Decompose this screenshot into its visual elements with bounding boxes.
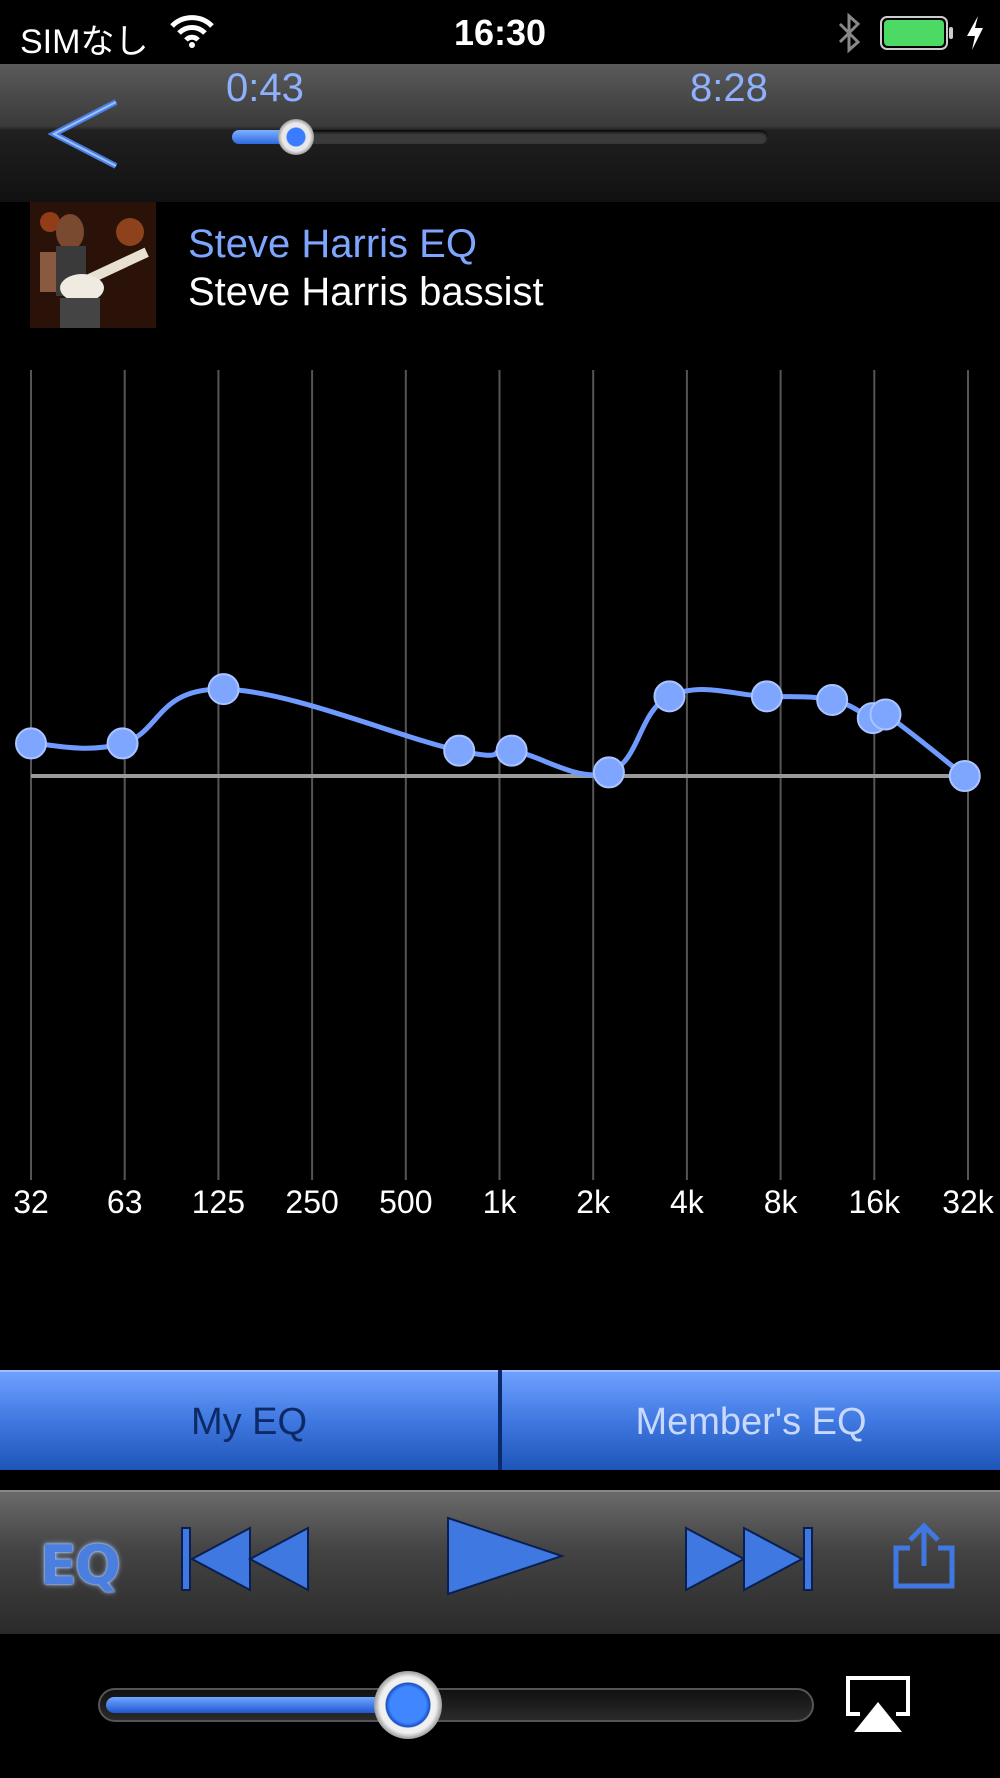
tick-label-16k: 16k [849, 1184, 902, 1220]
volume-slider[interactable] [98, 1671, 814, 1739]
eq-source-segment: My EQ Member's EQ [0, 1370, 1000, 1470]
player-controls: EQ [0, 1490, 1000, 1634]
airplay-icon[interactable] [844, 1674, 912, 1734]
tick-label-32: 32 [13, 1184, 49, 1220]
share-icon[interactable] [892, 1520, 956, 1590]
eq-button[interactable]: EQ [40, 1534, 121, 1597]
eq-chart[interactable]: 32 63 125 250 500 1k 2k 4k 8k 16k 32k [0, 360, 1000, 1240]
seek-thumb[interactable] [277, 119, 314, 155]
elapsed-time: 0:43 [226, 66, 304, 110]
back-arrow-icon[interactable] [44, 94, 124, 174]
eq-point-10[interactable] [869, 698, 902, 731]
eq-point-11[interactable] [948, 760, 981, 792]
next-icon[interactable] [682, 1522, 818, 1596]
eq-point-1[interactable] [106, 727, 139, 760]
seek-slider[interactable] [232, 119, 768, 155]
track-title: Steve Harris EQ [188, 222, 477, 266]
previous-icon[interactable] [178, 1522, 314, 1596]
track-artist: Steve Harris bassist [188, 270, 544, 314]
tick-label-2k: 2k [576, 1184, 611, 1220]
tick-label-4k: 4k [670, 1184, 705, 1220]
play-icon[interactable] [444, 1514, 566, 1598]
eq-point-5[interactable] [592, 756, 625, 789]
eq-point-3[interactable] [443, 734, 476, 767]
segment-divider [498, 1370, 502, 1470]
album-art [30, 202, 156, 328]
tick-label-63: 63 [107, 1184, 143, 1220]
volume-level [106, 1697, 402, 1713]
my-eq-tab[interactable]: My EQ [0, 1370, 498, 1470]
eq-point-8[interactable] [816, 683, 849, 716]
status-bar: SIMなし 16:30 [0, 0, 1000, 64]
tick-label-125: 125 [192, 1184, 245, 1220]
eq-point-7[interactable] [750, 680, 783, 713]
tick-label-250: 250 [285, 1184, 338, 1220]
wifi-icon [170, 15, 214, 48]
eq-point-6[interactable] [653, 680, 686, 713]
tick-label-1k: 1k [483, 1184, 518, 1220]
carrier-label: SIMなし [20, 23, 149, 61]
bluetooth-icon [838, 12, 861, 54]
clock: 16:30 [453, 12, 547, 53]
tick-label-32k: 32k [942, 1184, 995, 1220]
members-eq-tab[interactable]: Member's EQ [502, 1370, 1000, 1470]
tick-label-500: 500 [379, 1184, 432, 1220]
battery-icon [880, 16, 953, 50]
tick-label-8k: 8k [764, 1184, 799, 1220]
eq-point-2[interactable] [207, 673, 240, 706]
total-time: 8:28 [690, 66, 768, 110]
volume-thumb[interactable] [373, 1671, 442, 1739]
seek-bar: 0:43 8:28 [0, 64, 1000, 202]
volume-area [0, 1634, 1000, 1778]
charging-icon [967, 16, 983, 50]
eq-point-0[interactable] [15, 727, 47, 760]
eq-point-4[interactable] [495, 734, 528, 767]
